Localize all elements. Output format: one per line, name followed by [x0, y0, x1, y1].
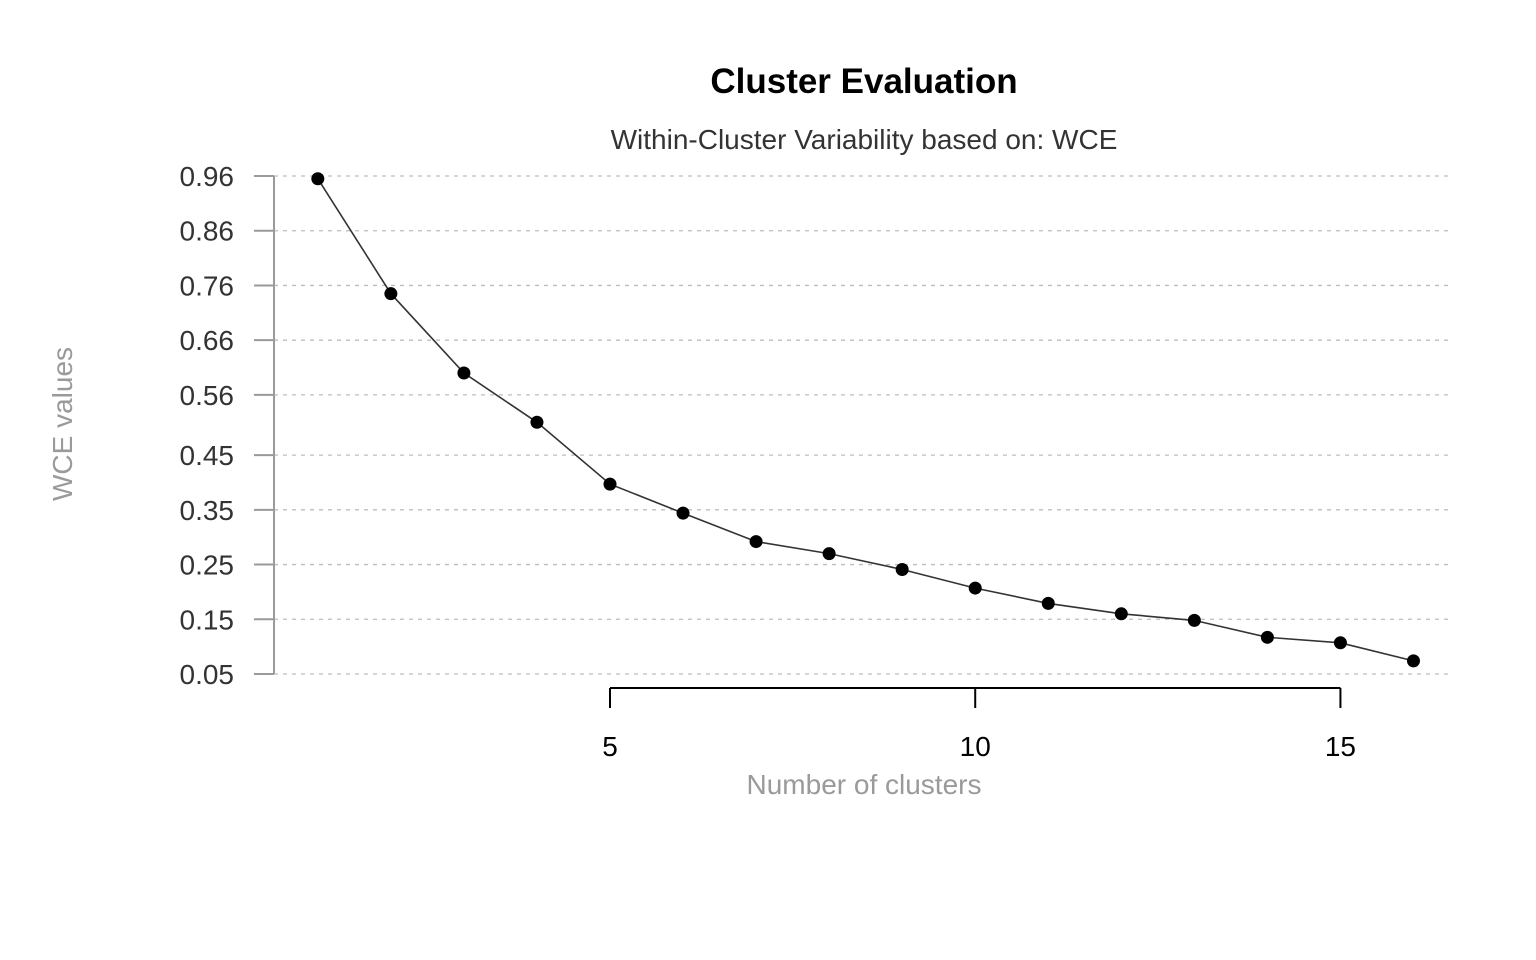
series: [311, 172, 1420, 668]
chart-title: Cluster Evaluation: [710, 62, 1017, 101]
chart-subtitle: Within-Cluster Variability based on: WCE: [611, 124, 1118, 155]
data-point: [749, 535, 763, 549]
y-tick-label: 0.35: [180, 495, 235, 526]
y-tick-label: 0.56: [180, 380, 235, 411]
data-point: [530, 415, 544, 429]
x-tick-label: 15: [1325, 731, 1356, 762]
y-tick-label: 0.76: [180, 270, 235, 301]
y-tick-label: 0.66: [180, 325, 235, 356]
y-tick-label: 0.25: [180, 550, 235, 581]
data-point: [676, 506, 690, 520]
y-axis-title: WCE values: [47, 347, 78, 501]
data-point: [457, 366, 471, 380]
data-point: [1260, 630, 1274, 644]
x-tick-label: 10: [960, 731, 991, 762]
data-point: [895, 562, 909, 576]
data-point: [311, 172, 325, 186]
y-tick-label: 0.45: [180, 440, 235, 471]
series-line: [317, 178, 1414, 662]
grid-lines: [274, 175, 1450, 675]
y-tick-label: 0.86: [180, 216, 235, 247]
data-point: [1041, 596, 1055, 610]
data-point: [822, 547, 836, 561]
data-point: [384, 287, 398, 301]
axes: 0.05 0.15 0.25 0.35 0.45 0.56 0.66 0.76 0.86 0.96…: [180, 161, 1357, 762]
data-point: [603, 477, 617, 491]
y-tick-label: 0.96: [180, 161, 235, 192]
data-point: [1333, 636, 1347, 650]
x-axis-title: Number of clusters: [747, 769, 982, 800]
x-tick-label: 5: [602, 731, 618, 762]
y-tick-label: 0.15: [180, 604, 235, 635]
data-point: [1187, 613, 1201, 627]
data-point: [968, 581, 982, 595]
data-point: [1114, 607, 1128, 621]
data-point: [1406, 654, 1420, 668]
y-tick-label: 0.05: [180, 659, 235, 690]
